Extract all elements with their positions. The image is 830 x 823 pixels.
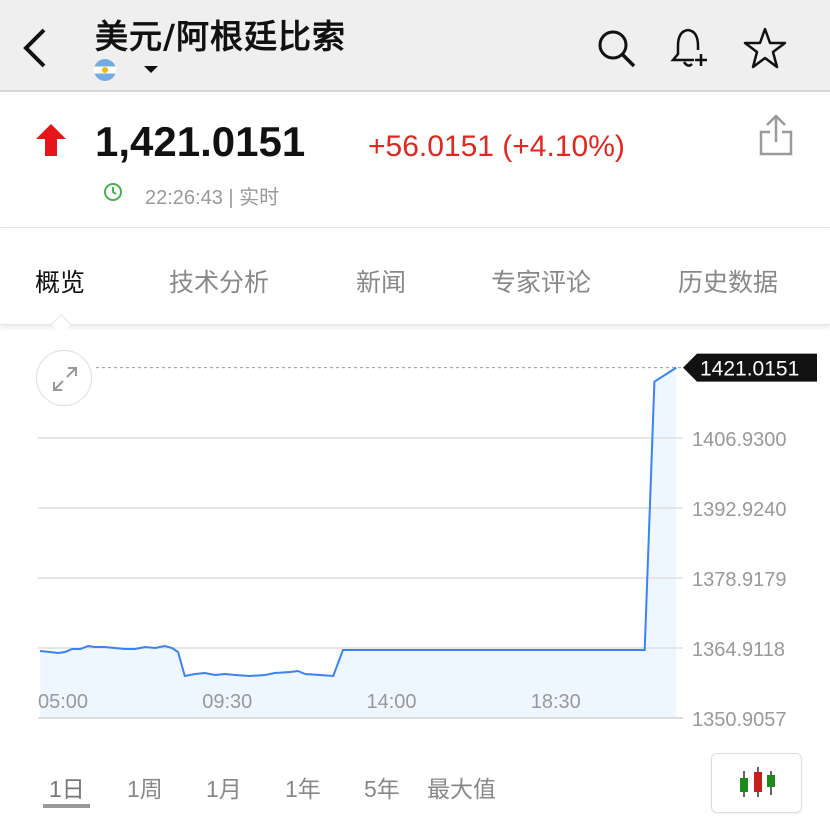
- quote-panel: 1,421.0151 +56.0151 (+4.10%) 22:26:43 | …: [0, 92, 830, 228]
- tab-technical[interactable]: 技术分析: [169, 268, 270, 297]
- chevron-left-icon[interactable]: [18, 26, 54, 70]
- expand-chart-button[interactable]: [36, 350, 92, 406]
- x-tick-label: 14:00: [367, 691, 417, 713]
- x-tick-label: 18:30: [531, 691, 581, 713]
- up-arrow-icon: [36, 124, 66, 156]
- star-icon[interactable]: [743, 26, 787, 70]
- y-tick-label: 1378.9179: [692, 569, 787, 591]
- price-chart[interactable]: 1406.9300 1392.9240 1378.9179 1364.9118 1350…: [0, 326, 830, 736]
- top-bar: 美元/阿根廷比索: [0, 0, 830, 92]
- candlestick-icon: [740, 767, 775, 797]
- y-tick-label: 1406.9300: [692, 429, 787, 451]
- chart-type-button[interactable]: [711, 753, 802, 813]
- last-price: 1,421.0151: [95, 118, 306, 165]
- range-1y[interactable]: 1年: [285, 776, 321, 802]
- y-tick-label: 1392.9240: [692, 499, 787, 521]
- dropdown-caret-icon[interactable]: [144, 66, 158, 73]
- active-range-underline: [43, 804, 90, 808]
- price-line: [39, 366, 677, 678]
- tab-news[interactable]: 新闻: [356, 268, 407, 297]
- current-price-tag: [683, 353, 817, 382]
- search-icon[interactable]: [594, 26, 638, 70]
- tab-overview[interactable]: 概览: [35, 268, 86, 297]
- expand-icon: [53, 367, 77, 391]
- bell-plus-icon[interactable]: [668, 26, 712, 70]
- y-tick-label: 1364.9118: [692, 639, 785, 661]
- tab-history[interactable]: 历史数据: [678, 268, 779, 297]
- range-max[interactable]: 最大值: [427, 776, 496, 802]
- x-tick-label: 09:30: [202, 691, 252, 713]
- tab-analysis[interactable]: 专家评论: [491, 268, 592, 297]
- share-icon[interactable]: [758, 112, 794, 158]
- x-tick-label: 05:00: [38, 691, 88, 713]
- range-1w[interactable]: 1周: [127, 776, 163, 802]
- range-5y[interactable]: 5年: [364, 776, 400, 802]
- area-fill: [40, 367, 677, 718]
- quote-time: 22:26:43 | 实时: [145, 187, 280, 209]
- range-selector: 1日 1周 1月 1年 5年 最大值: [0, 740, 830, 823]
- range-1d[interactable]: 1日: [49, 776, 85, 802]
- tab-bar: 概览 技术分析 新闻 专家评论 历史数据: [0, 229, 830, 325]
- current-price-label: 1421.0151: [700, 358, 799, 381]
- price-change: +56.0151 (+4.10%): [368, 130, 625, 163]
- y-tick-label: 1350.9057: [692, 709, 787, 731]
- range-1m[interactable]: 1月: [206, 776, 242, 802]
- clock-icon: [104, 183, 122, 201]
- page-title: 美元/阿根廷比索: [95, 17, 347, 56]
- argentina-flag-icon[interactable]: [94, 59, 116, 81]
